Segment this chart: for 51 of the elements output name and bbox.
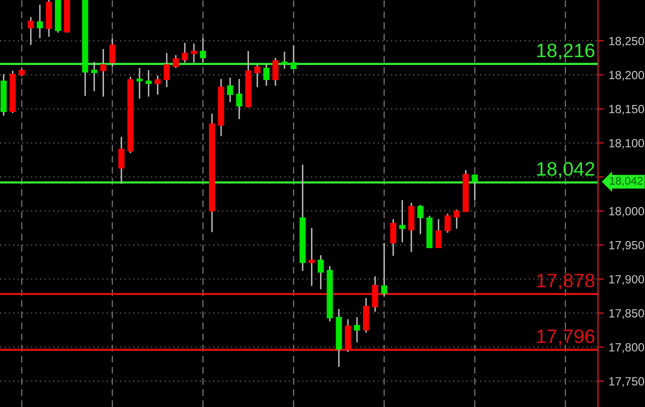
candlestick <box>146 69 152 98</box>
ref-line-label: 17,878 <box>537 274 594 290</box>
candlestick <box>36 4 43 39</box>
candlestick <box>190 42 197 64</box>
candlestick <box>263 64 270 86</box>
candlestick <box>118 136 124 184</box>
candlestick <box>308 227 315 287</box>
y-tick-label: 18,150 <box>609 104 644 115</box>
y-tick-label: 18,000 <box>609 207 644 217</box>
candlestick <box>344 318 351 353</box>
candlestick <box>154 74 161 96</box>
candlestick <box>28 16 34 46</box>
candlestick <box>318 254 324 290</box>
candlestick <box>454 208 460 230</box>
ref-line-label: 17,796 <box>537 329 594 346</box>
candlestick <box>408 202 414 253</box>
candlestick <box>109 38 116 68</box>
ref-line-label: 18,216 <box>537 44 594 60</box>
candlestick <box>390 218 396 257</box>
candlestick <box>399 199 406 243</box>
candlestick <box>435 218 442 248</box>
candlestick <box>472 174 478 201</box>
candlestick <box>372 276 378 312</box>
y-tick-label: 17,950 <box>609 241 644 251</box>
candlestick <box>200 37 206 64</box>
candlestick <box>172 54 179 69</box>
candlestick <box>236 78 242 120</box>
y-tick-label: 18,200 <box>609 70 644 81</box>
text: 18,042 <box>610 176 643 186</box>
candlestick <box>417 204 424 235</box>
candlestick <box>254 64 260 88</box>
candlestick <box>164 52 170 88</box>
candlestick <box>290 44 297 70</box>
y-tick-label: 18,100 <box>609 138 644 149</box>
candlestick <box>354 316 360 344</box>
candlestick <box>100 48 106 98</box>
candlestick <box>362 297 370 334</box>
candlestick <box>182 42 188 64</box>
y-tick-label: 17,900 <box>609 275 644 285</box>
candlestick <box>281 51 288 70</box>
y-tick-label: 17,750 <box>609 377 644 387</box>
ref-line-label: 18,042 <box>537 162 594 178</box>
candlestick <box>381 242 388 298</box>
candlestick <box>227 76 234 103</box>
candlestick <box>136 67 143 100</box>
y-tick-label: 17,800 <box>609 343 644 353</box>
y-tick-label: 17,850 <box>609 309 644 319</box>
y-tick-label: 18,250 <box>609 36 644 47</box>
candlestick <box>444 213 451 234</box>
candlestick <box>91 61 98 92</box>
candlestick <box>272 57 279 86</box>
